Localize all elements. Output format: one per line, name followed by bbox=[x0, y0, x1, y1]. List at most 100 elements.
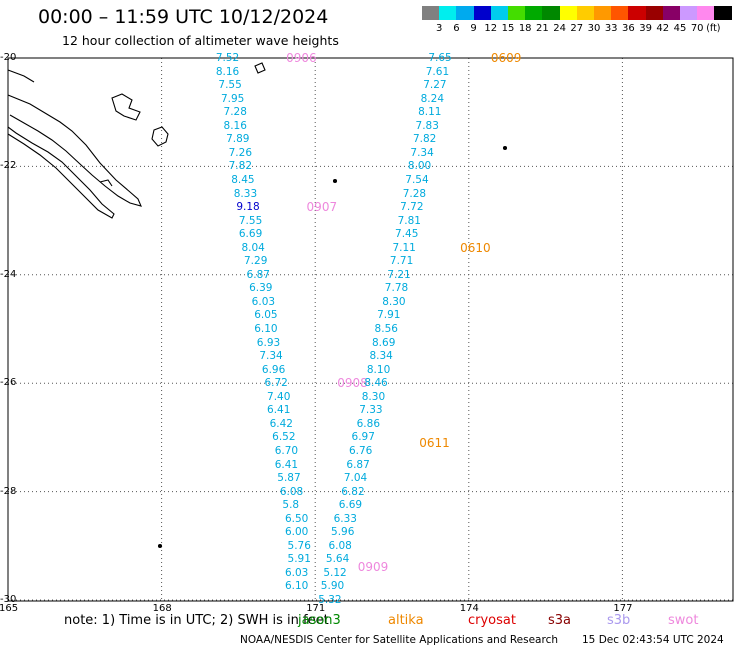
longitude-label: 168 bbox=[152, 603, 172, 614]
longitude-label: 177 bbox=[613, 603, 633, 614]
scale-label: 12 bbox=[484, 23, 498, 34]
wave-height-value: 8.30 bbox=[361, 390, 386, 403]
latitude-label: -30 bbox=[0, 594, 17, 605]
wave-height-value: 8.16 bbox=[215, 65, 240, 78]
wave-height-value: 7.52 bbox=[215, 52, 240, 64]
scale-unit: (ft) bbox=[706, 23, 721, 34]
footer-note: note: 1) Time is in UTC; 2) SWH is in fe… bbox=[64, 613, 329, 628]
wave-height-value: 6.86 bbox=[356, 417, 381, 430]
wave-height-value: 6.10 bbox=[254, 323, 278, 335]
wave-height-value: 6.03 bbox=[251, 295, 276, 308]
scale-swatch bbox=[508, 6, 526, 20]
wave-height-value: 8.11 bbox=[418, 106, 442, 119]
wave-height-value: 9.18 bbox=[236, 201, 260, 214]
wave-height-value: 8.69 bbox=[372, 336, 396, 349]
scale-swatch bbox=[542, 6, 560, 20]
wave-height-value: 6.69 bbox=[338, 499, 363, 512]
satellite-legend-cryosat: cryosat bbox=[468, 613, 516, 628]
scale-swatch bbox=[594, 6, 612, 20]
scale-swatch bbox=[422, 6, 440, 20]
wave-height-value: 7.11 bbox=[392, 241, 416, 254]
wave-height-value: 6.39 bbox=[249, 282, 273, 295]
wave-height-value: 6.42 bbox=[269, 417, 293, 430]
wave-height-value: 6.33 bbox=[333, 512, 357, 525]
wave-height-value: 6.97 bbox=[351, 431, 375, 444]
wave-height-value: 6.87 bbox=[246, 268, 270, 281]
wave-height-value: 7.33 bbox=[359, 404, 383, 417]
scale-label: 9 bbox=[470, 23, 477, 34]
wave-height-value: 5.90 bbox=[320, 580, 345, 593]
scale-swatch bbox=[714, 6, 732, 20]
wave-height-value: 7.83 bbox=[415, 119, 439, 132]
wave-height-value: 7.82 bbox=[228, 160, 253, 173]
wave-height-value: 6.00 bbox=[284, 526, 309, 539]
wave-height-value: 7.34 bbox=[410, 146, 434, 159]
scale-swatch bbox=[559, 6, 577, 20]
latitude-label: -28 bbox=[0, 485, 17, 497]
scale-label: 70 bbox=[690, 23, 704, 34]
pass-time-label: 0909 bbox=[357, 560, 389, 575]
pass-time-label: 0906 bbox=[286, 51, 317, 65]
scale-label: 30 bbox=[587, 23, 601, 34]
longitude-label: 174 bbox=[459, 603, 479, 614]
wave-height-value: 6.96 bbox=[261, 363, 286, 376]
footer-credit: NOAA/NESDIS Center for Satellite Applica… bbox=[240, 634, 558, 646]
wave-height-value: 7.40 bbox=[267, 390, 291, 403]
map-title: 00:00 – 11:59 UTC 10/12/2024 bbox=[38, 6, 329, 28]
coastline-new-caledonia bbox=[7, 62, 508, 549]
wave-height-value: 5.32 bbox=[318, 594, 342, 606]
wave-height-value: 5.96 bbox=[331, 526, 355, 539]
scale-label: 39 bbox=[639, 23, 652, 34]
satellite-legend-altika: altika bbox=[388, 613, 424, 628]
pass-time-label: 0908 bbox=[337, 376, 368, 391]
wave-height-value: 7.26 bbox=[228, 146, 253, 159]
scale-swatch bbox=[576, 6, 594, 20]
pass-time-label: 0907 bbox=[306, 200, 338, 215]
scale-label: 18 bbox=[518, 23, 532, 34]
wave-height-value: 6.93 bbox=[256, 336, 281, 349]
wave-height-value: 7.61 bbox=[425, 65, 450, 78]
wave-height-value: 6.69 bbox=[238, 228, 263, 241]
wave-height-value: 8.56 bbox=[374, 323, 398, 335]
wave-height-value: 7.28 bbox=[223, 106, 247, 119]
wave-height-value: 7.28 bbox=[402, 187, 427, 200]
longitude-label: 165 bbox=[0, 603, 19, 614]
wave-height-value: 8.33 bbox=[233, 187, 258, 200]
wave-height-value: 8.04 bbox=[241, 241, 265, 254]
pass-time-label: 0611 bbox=[419, 435, 450, 450]
satellite-legend-s3b: s3b bbox=[607, 613, 631, 628]
wave-height-value: 6.41 bbox=[267, 404, 291, 417]
scale-swatch bbox=[490, 6, 508, 20]
map-subtitle: 12 hour collection of altimeter wave hei… bbox=[62, 33, 339, 48]
wave-height-value: 7.91 bbox=[377, 309, 401, 322]
wave-height-value: 6.10 bbox=[284, 580, 309, 593]
wave-height-value: 6.82 bbox=[341, 485, 365, 498]
wave-height-value: 6.50 bbox=[284, 512, 309, 525]
wave-height-value: 7.65 bbox=[428, 52, 452, 64]
wave-height-value: 6.05 bbox=[254, 309, 278, 322]
scale-swatch bbox=[645, 6, 663, 20]
wave-height-value: 8.10 bbox=[366, 363, 391, 376]
latitude-label: -20 bbox=[0, 52, 17, 63]
wave-height-value: 6.52 bbox=[272, 431, 296, 444]
wave-height-value: 7.71 bbox=[389, 255, 414, 268]
wave-height-value: 7.04 bbox=[343, 472, 368, 485]
wave-height-value: 7.72 bbox=[400, 201, 424, 214]
wave-height-value: 5.76 bbox=[287, 539, 311, 552]
scale-swatch bbox=[525, 6, 543, 20]
scale-label: 24 bbox=[553, 23, 566, 34]
scale-swatch bbox=[456, 6, 474, 20]
wave-height-value: 7.55 bbox=[238, 214, 263, 227]
wave-height-value: 6.76 bbox=[348, 444, 373, 457]
scale-label: 6 bbox=[453, 23, 460, 34]
wave-height-value: 7.89 bbox=[226, 133, 250, 146]
wave-height-value: 7.54 bbox=[405, 173, 429, 186]
wave-height-value: 6.08 bbox=[328, 539, 352, 552]
scale-label: 36 bbox=[622, 23, 635, 34]
wave-height-value: 8.34 bbox=[369, 350, 393, 363]
latitude-label: -24 bbox=[0, 268, 17, 280]
wave-height-value: 7.29 bbox=[244, 255, 268, 268]
wave-height-value: 7.55 bbox=[218, 79, 242, 92]
map-frame bbox=[7, 57, 734, 602]
